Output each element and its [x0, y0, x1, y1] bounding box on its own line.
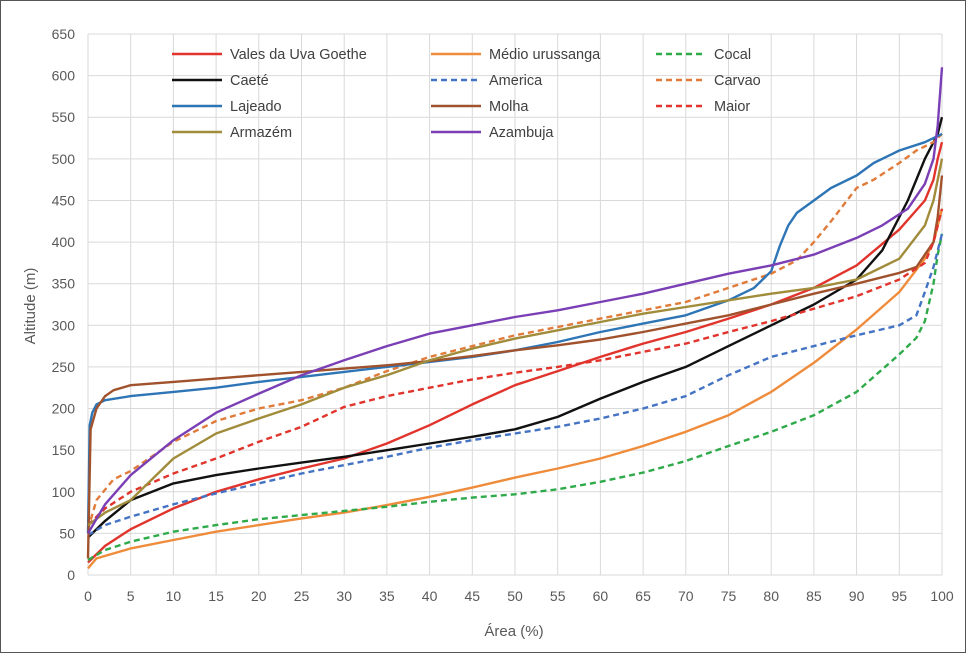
series-line-4 [87, 233, 944, 537]
series-line-8 [87, 208, 944, 526]
legend-label-5: Carvao [714, 73, 761, 89]
y-tick-label: 400 [52, 234, 76, 250]
x-tick-label: 60 [593, 588, 609, 604]
series-line-3 [87, 116, 944, 539]
x-tick-label: 75 [721, 588, 737, 604]
y-tick-label: 0 [67, 567, 75, 583]
y-tick-label: 500 [52, 151, 76, 167]
legend-label-8: Maior [714, 99, 750, 115]
y-tick-label: 150 [52, 442, 76, 458]
y-tick-label: 250 [52, 359, 76, 375]
legend-label-10: Azambuja [489, 125, 554, 141]
legend-label-2: Cocal [714, 47, 751, 63]
x-tick-labels: 0 5 10 15 20 25 30 35 40 45 50 55 60 65 70 75 80 85 90 95 10… [84, 588, 954, 604]
legend-label-0: Vales da Uva Goethe [230, 47, 367, 63]
x-tick-label: 90 [849, 588, 865, 604]
legend: Vales da Uva Goethe Médio urussanga Cocal C… [172, 47, 761, 141]
y-tick-label: 650 [52, 26, 76, 42]
y-tick-label: 300 [52, 317, 76, 333]
y-tick-label: 450 [52, 192, 76, 208]
y-axis-label: Altitude (m) [22, 268, 39, 345]
x-tick-label: 55 [550, 588, 566, 604]
series-line-0 [87, 141, 944, 564]
legend-label-7: Molha [489, 99, 529, 115]
x-tick-label: 50 [507, 588, 523, 604]
x-tick-label: 85 [806, 588, 822, 604]
y-tick-labels: 0 50 100 150 200 250 300 350 400 450 500 550 600 650 [52, 26, 76, 583]
x-tick-label: 95 [892, 588, 908, 604]
series-line-5 [86, 133, 943, 530]
series-line-9 [87, 158, 944, 527]
x-tick-label: 15 [208, 588, 224, 604]
x-tick-label: 30 [336, 588, 352, 604]
x-tick-label: 40 [422, 588, 438, 604]
legend-label-9: Armazém [230, 125, 292, 141]
legend-label-1: Médio urussanga [489, 47, 601, 63]
grid [87, 33, 943, 576]
y-tick-label: 600 [52, 68, 76, 84]
y-tick-label: 550 [52, 109, 76, 125]
x-tick-label: 20 [251, 588, 267, 604]
x-tick-label: 80 [763, 588, 779, 604]
x-tick-label: 25 [294, 588, 310, 604]
x-tick-label: 0 [84, 588, 92, 604]
series-line-6 [86, 132, 943, 534]
legend-label-4: America [489, 73, 543, 89]
x-tick-label: 65 [635, 588, 651, 604]
y-tick-label: 50 [59, 525, 75, 541]
series-line-2 [87, 233, 944, 562]
series-line-10 [86, 67, 944, 535]
series-line-1 [87, 208, 944, 570]
legend-label-6: Lajeado [230, 99, 282, 115]
x-axis-label: Área (%) [484, 623, 543, 640]
y-tick-label: 100 [52, 484, 76, 500]
x-tick-label: 100 [930, 588, 954, 604]
x-tick-label: 70 [678, 588, 694, 604]
y-tick-label: 200 [52, 401, 76, 417]
series-lines [86, 67, 944, 570]
legend-label-3: Caeté [230, 73, 269, 89]
y-tick-label: 350 [52, 276, 76, 292]
x-tick-label: 45 [465, 588, 481, 604]
series-line-7 [86, 175, 944, 559]
x-tick-label: 35 [379, 588, 395, 604]
x-tick-label: 5 [127, 588, 135, 604]
x-tick-label: 10 [166, 588, 182, 604]
